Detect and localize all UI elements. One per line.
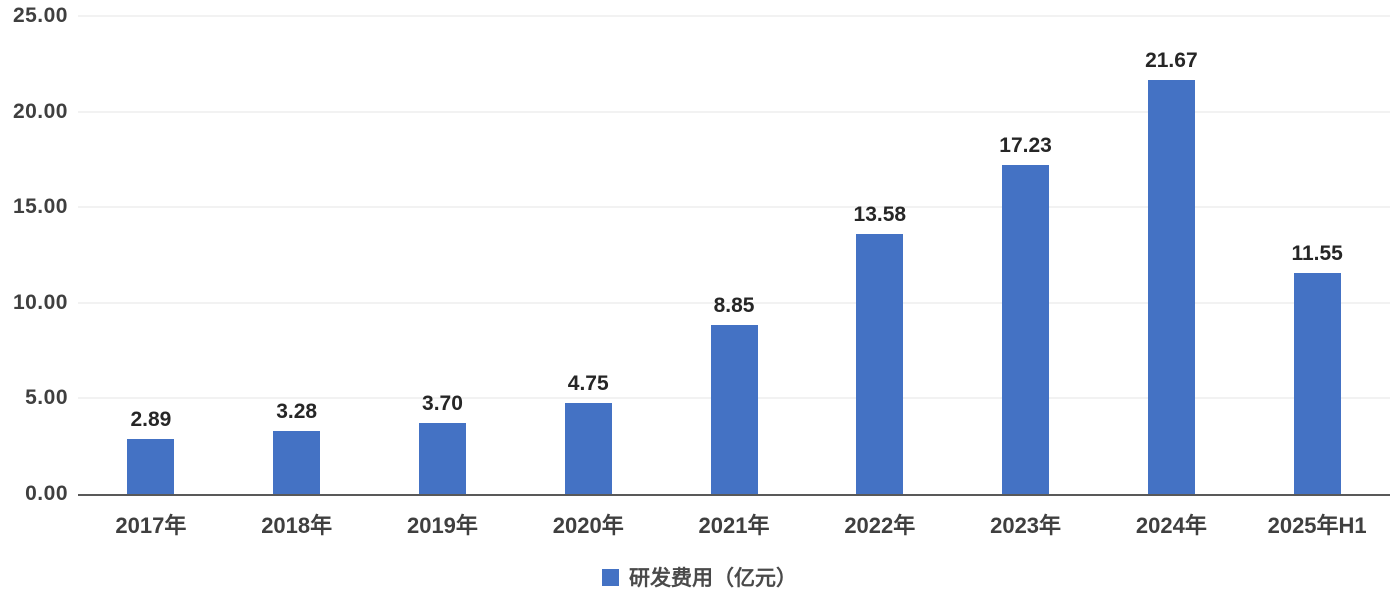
bar-column: 3.70 [370,16,516,494]
bar-column: 11.55 [1244,16,1390,494]
legend-label: 研发费用（亿元） [629,567,797,590]
y-axis: 0.00 5.00 10.00 15.00 20.00 25.00 [0,4,68,505]
bar-value-label: 17.23 [999,133,1052,157]
bar [1002,164,1050,494]
bar [564,403,612,494]
x-axis: 2017年 2018年 2019年 2020年 2021年 2022年 2023年 2024年… [78,508,1390,540]
x-tick-label: 2017年 [115,513,187,538]
bar-value-label: 21.67 [1145,48,1198,72]
bar-value-label: 3.70 [422,392,463,416]
x-tick-label: 2023年 [990,513,1062,538]
gridline [78,206,1390,208]
bar-column: 21.67 [1098,16,1244,494]
y-tick-label: 15.00 [12,195,68,219]
gridline [78,302,1390,304]
y-tick-label: 0.00 [25,482,68,505]
y-tick-label: 5.00 [25,386,68,410]
bar [856,234,904,494]
bar-value-label: 13.58 [853,203,907,227]
bar-column: 3.28 [224,16,370,494]
x-tick-label: 2025年H1 [1267,513,1367,538]
x-tick-label: 2020年 [552,513,624,538]
x-tick-label: 2024年 [1135,513,1207,538]
bar [127,438,175,494]
x-tick-label: 2018年 [261,513,333,538]
bar-column: 8.85 [661,16,807,494]
bar-value-label: 4.75 [567,372,609,396]
bar [1293,273,1341,494]
bar [273,431,321,494]
legend: 研发费用（亿元） [0,562,1399,592]
plot-columns: 2.89 3.28 3.70 4.75 8.85 13.58 17.23 21.67 11.55 [78,16,1390,494]
y-tick-label: 25.00 [12,4,68,27]
bar [1147,79,1195,494]
bar-value-label: 11.55 [1291,242,1343,266]
y-tick-label: 20.00 [12,99,68,123]
bar-value-label: 2.89 [130,407,172,431]
plot-area: 2.89 3.28 3.70 4.75 8.85 13.58 17.23 21.67 11.55 [78,15,1390,496]
bar-column: 17.23 [953,16,1099,494]
gridline [78,15,1390,17]
x-tick-label: 2021年 [698,513,770,538]
bar [710,324,758,494]
x-tick-label: 2019年 [406,513,478,538]
bar [418,423,466,494]
bar-column: 13.58 [807,16,953,494]
x-tick-label: 2022年 [844,513,916,538]
gridline [78,111,1390,113]
bar-value-label: 3.28 [276,400,318,424]
bar-column: 4.75 [515,16,661,494]
bar-column: 2.89 [78,16,224,494]
y-tick-label: 10.00 [12,290,68,314]
legend-swatch-icon [602,568,619,586]
bar-value-label: 8.85 [713,293,755,317]
